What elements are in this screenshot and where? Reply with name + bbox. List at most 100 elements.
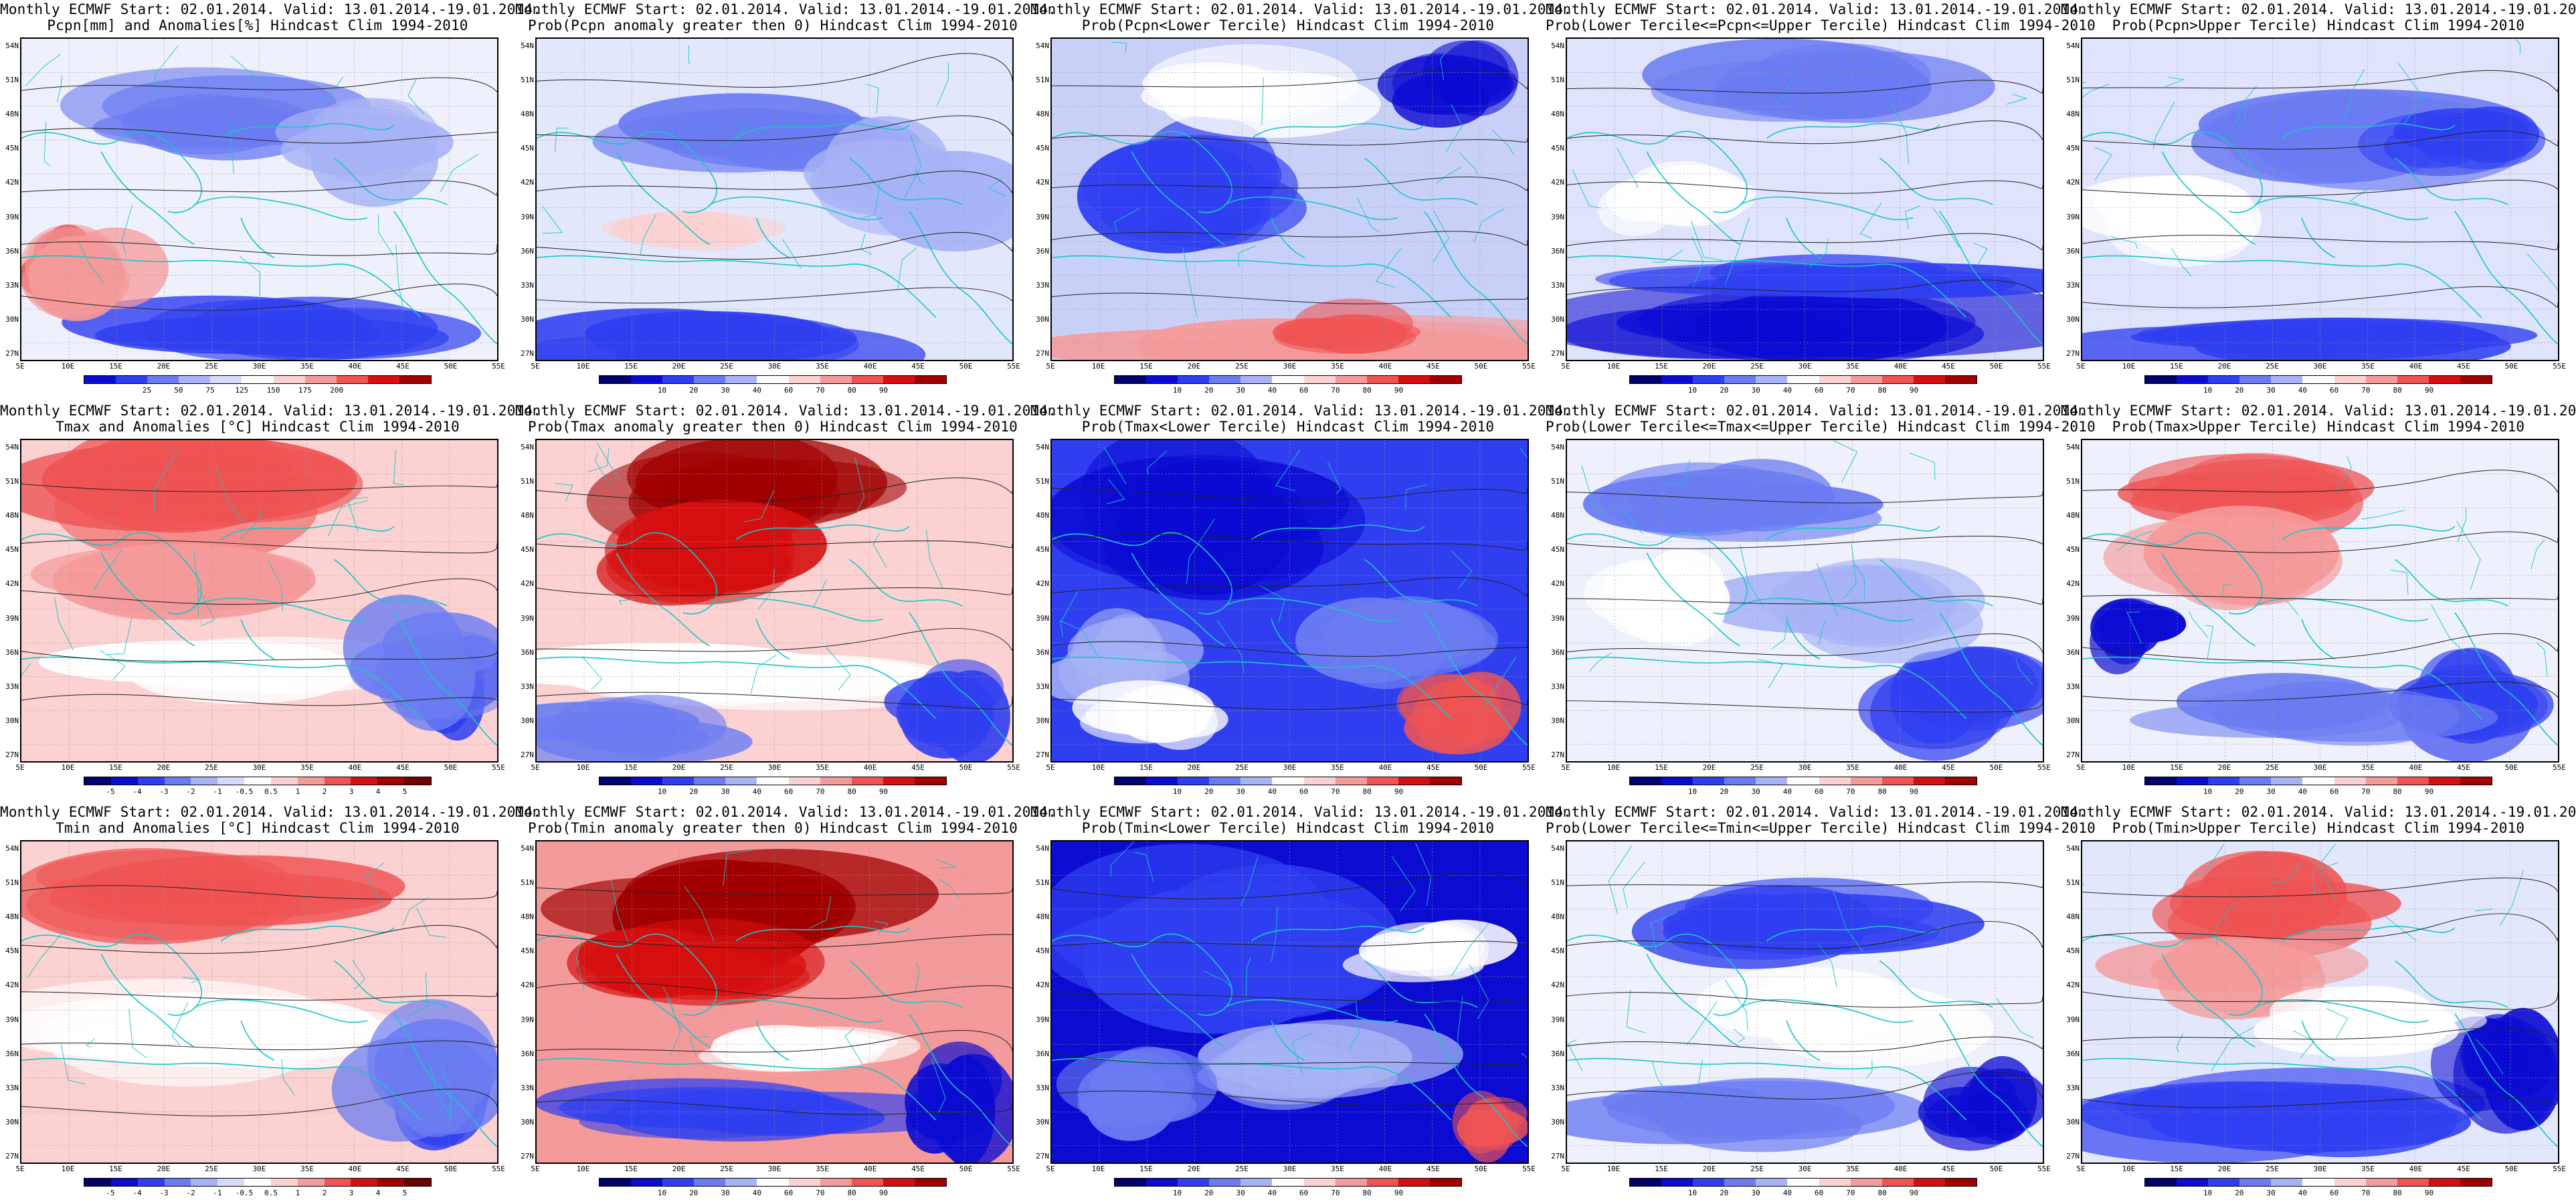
latitude-label: 54N [2066,443,2080,452]
latitude-label: 54N [521,41,534,50]
longitude-label: 40E [348,1165,362,1173]
longitude-label: 20E [1702,763,1716,772]
panel-title-line1: Monthly ECMWF Start: 02.01.2014. Valid: … [2061,1,2576,17]
contour-line [1052,177,1528,191]
colorbar-swatch [2397,376,2429,383]
longitude-label: 25E [205,1165,218,1173]
field-patch [1090,1047,1218,1124]
latitude-label: 48N [2066,110,2080,119]
colorbar-swatch [1178,1179,1210,1186]
latitude-label: 54N [5,41,19,50]
country-border [2397,63,2424,125]
latitude-label: 45N [2066,946,2080,956]
contour-line [21,128,497,144]
colorbar-tick-label: 50 [174,386,183,395]
coastline [909,612,1012,746]
longitude-label: 5E [15,1165,25,1173]
panel-title: Monthly ECMWF Start: 02.01.2014. Valid: … [1030,403,1572,435]
longitude-label: 55E [2553,1165,2566,1173]
latitude-label: 48N [1036,511,1049,520]
colorbar-swatch [2145,1179,2177,1186]
contour-line [2082,235,2558,250]
coastline [2082,130,2263,213]
colorbar-tick-label: 90 [2424,787,2434,796]
colorbar-swatch [351,777,378,785]
colorbar-tick-label: 60 [1815,1189,1824,1197]
country-border [2116,530,2153,552]
country-border [2094,146,2112,181]
coastline [1424,1013,1528,1147]
latitude-label: 54N [1036,443,1049,452]
longitude-label: 25E [2266,1165,2279,1173]
country-border [2536,641,2548,677]
map-panel: Monthly ECMWF Start: 02.01.2014. Valid: … [515,401,1056,803]
country-border [1686,1001,1718,1045]
coastline [1052,933,1232,1016]
coastline [1646,954,1740,1048]
colorbar-swatch [1756,376,1788,383]
field-patch [21,224,124,319]
colorbar-swatch [351,1179,378,1186]
colorbar-tick-label: -5 [106,787,115,796]
contour-line [2082,1096,2558,1108]
country-border [1909,452,1936,480]
colorbar-tick-label: 20 [2235,386,2244,395]
colorbar-swatch [1881,376,1914,383]
longitude-label: 40E [1378,763,1392,772]
country-border [1691,220,1723,261]
longitude-label: 50E [1474,362,1488,371]
contour-line [2082,633,2558,662]
colorbar-swatch [662,777,695,785]
map-panel: Monthly ECMWF Start: 02.01.2014. Valid: … [1546,803,2096,1204]
coastline [1131,954,1225,1048]
country-border [874,920,889,935]
colorbar-tick-label: 30 [1236,1189,1245,1197]
contour-line [2082,913,2558,941]
colorbar-swatch [1661,1179,1693,1186]
colorbar-swatch [1819,1179,1851,1186]
country-border [1724,980,1748,1030]
latitude-label: 48N [2066,511,2080,520]
latitude-label: 36N [521,246,534,256]
colorbar-swatch [377,777,405,785]
map-panel: Monthly ECMWF Start: 02.01.2014. Valid: … [1030,401,1572,803]
latitude-label: 39N [5,212,19,221]
contour-line [1567,536,2043,549]
country-border [402,897,428,926]
colorbar-tick-label: -0.5 [235,787,254,796]
colorbar-swatch [1146,777,1178,785]
longitude-label: 10E [1606,362,1621,371]
colorbar-swatch [2460,1179,2492,1186]
country-border [2171,248,2193,277]
country-border [1110,841,1134,877]
colorbar-tick-label: 175 [298,386,312,395]
coastline [393,1013,497,1147]
country-border [239,256,261,296]
longitude-label: 25E [205,362,218,371]
contour-line [1567,882,2043,888]
contour-line [21,991,497,1001]
country-border [554,128,569,153]
country-border [1663,459,1691,486]
colorbar-tick-label: 30 [2266,386,2276,395]
colorbar-swatch [1398,1179,1430,1186]
colorbar-tick-label: 5 [402,1189,407,1197]
longitude-label: 50E [444,1165,458,1173]
longitude-label: 15E [624,362,638,371]
latitude-label: 33N [1036,682,1049,691]
latitude-label: 33N [2066,280,2080,290]
contour-line [1052,135,1528,146]
field-patch [1617,300,1914,345]
country-border [1572,169,1602,209]
panel-title-line1: Monthly ECMWF Start: 02.01.2014. Valid: … [0,403,542,419]
colorbar-swatch [270,1179,298,1186]
colorbar-swatch [1366,777,1398,785]
colorbar-swatch [1944,1179,1977,1186]
country-border [1113,208,1140,233]
latitude-label: 54N [1036,41,1049,50]
latitude-label: 42N [521,579,534,589]
coastline [333,960,448,1008]
country-border [230,56,263,91]
field-patch [393,1041,479,1137]
latitude-label: 48N [5,110,19,119]
